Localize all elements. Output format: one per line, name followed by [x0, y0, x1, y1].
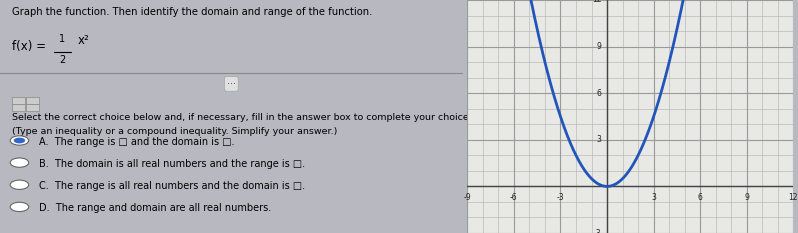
Text: C.  The range is all real numbers and the domain is □.: C. The range is all real numbers and the… [39, 181, 305, 191]
Text: f(x) =: f(x) = [11, 40, 45, 53]
Text: D.  The range and domain are all real numbers.: D. The range and domain are all real num… [39, 203, 271, 213]
Bar [26, 97, 39, 104]
Text: 12: 12 [592, 0, 602, 4]
Text: ···: ··· [227, 79, 236, 89]
Text: 3: 3 [651, 193, 656, 202]
Text: Select the correct choice below and, if necessary, fill in the answer box to com: Select the correct choice below and, if … [11, 113, 472, 122]
Bar [26, 104, 39, 111]
Text: -3: -3 [594, 229, 602, 233]
Text: 12: 12 [788, 193, 798, 202]
Circle shape [10, 202, 29, 212]
Text: (Type an inequality or a compound inequality. Simplify your answer.): (Type an inequality or a compound inequa… [11, 127, 337, 136]
Text: -3: -3 [557, 193, 564, 202]
Circle shape [14, 138, 26, 143]
Text: -9: -9 [464, 193, 471, 202]
Text: 9: 9 [597, 42, 602, 51]
Text: x²: x² [77, 34, 89, 47]
Text: 9: 9 [745, 193, 749, 202]
Bar [11, 97, 25, 104]
Circle shape [10, 180, 29, 189]
Text: 6: 6 [597, 89, 602, 98]
Text: Graph the function. Then identify the domain and range of the function.: Graph the function. Then identify the do… [11, 7, 372, 17]
Text: 1: 1 [59, 34, 65, 44]
Text: 6: 6 [697, 193, 703, 202]
Circle shape [10, 158, 29, 167]
Text: 3: 3 [597, 135, 602, 144]
Text: 2: 2 [59, 55, 65, 65]
Bar [11, 104, 25, 111]
Text: B.  The domain is all real numbers and the range is □.: B. The domain is all real numbers and th… [39, 159, 305, 169]
Circle shape [10, 136, 29, 145]
Text: -6: -6 [510, 193, 518, 202]
Text: A.  The range is □ and the domain is □.: A. The range is □ and the domain is □. [39, 137, 235, 147]
